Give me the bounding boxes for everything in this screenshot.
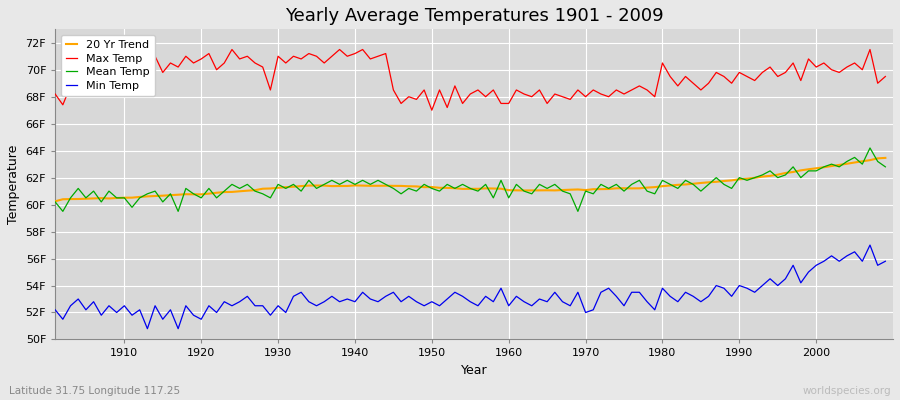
Min Temp [603,286,614,291]
Min Temp [112,310,122,315]
Max Temp [880,74,891,79]
Min Temp [50,308,60,312]
Max Temp [334,47,345,52]
Max Temp [50,92,60,96]
Text: Latitude 31.75 Longitude 117.25: Latitude 31.75 Longitude 117.25 [9,386,180,396]
20 Yr Trend [596,187,607,192]
Min Temp [503,303,514,308]
Mean Temp [50,200,60,204]
Max Temp [511,88,522,92]
Mean Temp [288,182,299,187]
Mean Temp [603,186,614,191]
20 Yr Trend [496,186,507,191]
Line: Min Temp: Min Temp [55,245,886,329]
Max Temp [112,70,122,75]
Y-axis label: Temperature: Temperature [7,145,20,224]
Max Temp [288,54,299,59]
Line: Mean Temp: Mean Temp [55,148,886,211]
Max Temp [611,88,622,92]
Max Temp [227,47,238,52]
Text: worldspecies.org: worldspecies.org [803,386,891,396]
Mean Temp [511,182,522,187]
Min Temp [334,299,345,304]
20 Yr Trend [281,185,292,190]
20 Yr Trend [880,156,891,160]
Min Temp [880,259,891,264]
Mean Temp [865,146,876,150]
Min Temp [142,326,153,331]
X-axis label: Year: Year [461,364,488,377]
20 Yr Trend [50,199,60,204]
Max Temp [518,92,529,96]
20 Yr Trend [503,188,514,192]
Legend: 20 Yr Trend, Max Temp, Mean Temp, Min Temp: 20 Yr Trend, Max Temp, Mean Temp, Min Te… [60,35,156,96]
Title: Yearly Average Temperatures 1901 - 2009: Yearly Average Temperatures 1901 - 2009 [284,7,663,25]
Line: Max Temp: Max Temp [55,50,886,110]
20 Yr Trend [112,196,122,200]
Line: 20 Yr Trend: 20 Yr Trend [55,158,886,201]
Mean Temp [334,182,345,187]
Mean Temp [119,196,130,200]
Max Temp [427,108,437,112]
Min Temp [511,294,522,299]
Mean Temp [503,196,514,200]
Min Temp [288,294,299,299]
Min Temp [865,243,876,248]
Mean Temp [880,164,891,169]
20 Yr Trend [327,184,338,188]
Mean Temp [58,209,68,214]
